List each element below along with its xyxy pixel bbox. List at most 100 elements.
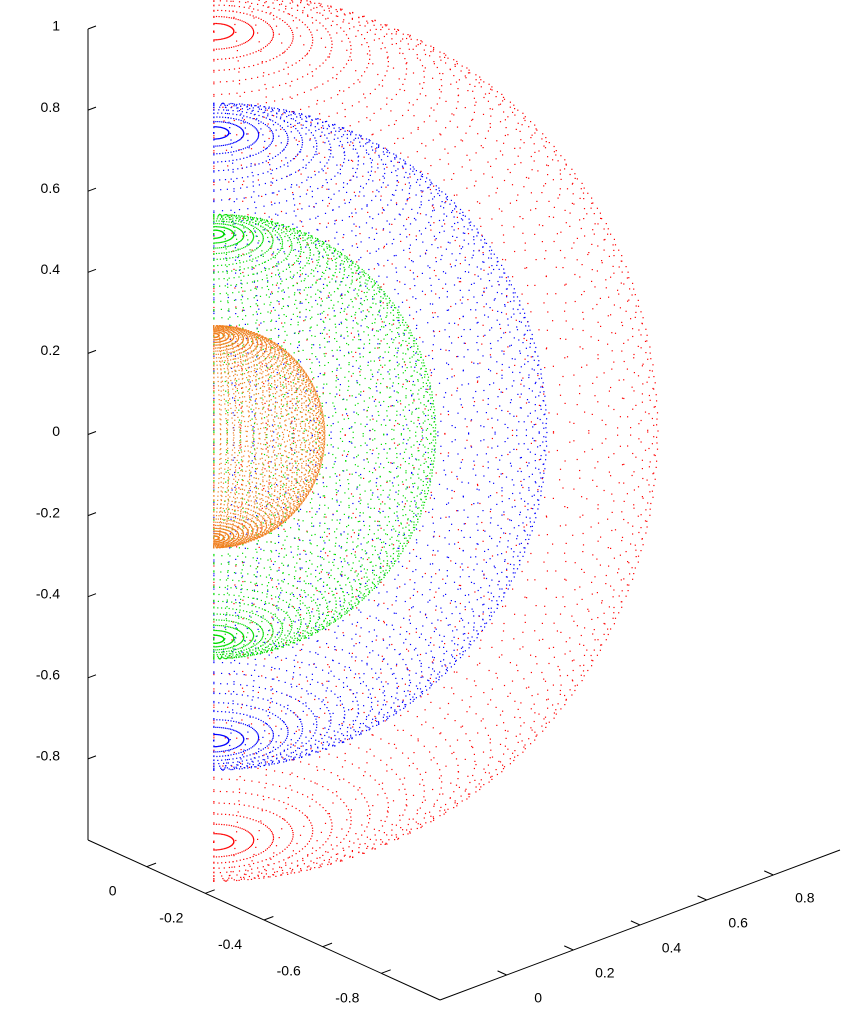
dot [330,24,332,27]
dot [292,118,294,120]
dot [649,346,651,348]
dot [367,656,369,658]
dot [651,490,653,492]
dot [222,38,224,40]
dot [294,204,296,206]
dot [347,809,350,811]
dot [213,867,215,869]
dot [369,438,371,440]
dot [451,425,453,427]
dot [613,238,615,240]
dot [280,128,282,130]
dot [307,796,309,798]
dot [273,107,275,109]
dot [242,253,244,255]
dot [371,848,373,850]
dot [257,174,259,176]
dot [321,186,323,188]
dot [552,179,554,181]
dot [350,48,352,50]
dot [282,113,284,115]
dot [608,565,610,567]
dot [237,826,239,828]
dot [378,84,380,86]
dot [608,405,610,407]
dot [319,864,321,866]
dot [246,105,248,107]
dot [547,311,549,313]
dot [483,692,485,694]
dot [235,45,237,47]
dot [403,249,405,251]
dot [235,18,237,20]
dot [297,700,299,702]
dot [451,471,453,473]
dot [231,765,233,767]
dot [359,787,361,789]
dot [423,796,425,798]
dot [325,59,327,61]
dot [358,847,360,849]
dot [349,125,351,127]
dot [439,133,441,135]
dot [520,383,522,385]
dot [406,799,408,801]
dot [392,544,395,546]
dot [241,828,243,830]
dot [417,740,419,742]
dot [397,181,400,183]
dot [429,811,431,813]
dot [541,241,543,243]
dot [405,63,407,65]
dot [362,175,364,177]
dot [335,375,338,377]
dot [292,276,294,278]
dot [368,822,370,824]
dot [359,145,362,147]
dot [381,212,383,214]
dot [592,382,594,384]
dot [401,165,404,167]
dot [407,198,409,200]
dot [397,161,399,163]
dot [429,267,431,269]
dot [371,227,373,229]
dot [336,845,338,847]
dot [315,130,317,132]
dot [287,489,289,491]
dot [435,573,437,575]
dot [216,153,218,155]
dot [352,856,354,858]
dot [260,50,262,52]
dot [243,91,246,93]
dot [346,413,348,415]
dot [605,583,607,585]
dot [269,153,271,155]
dot [315,299,317,302]
dot [276,0,278,1]
dot [556,413,558,415]
dot [572,328,574,330]
dot [298,331,300,333]
dot [379,688,381,690]
dot [350,132,352,134]
dot [361,208,363,210]
dot [225,847,227,849]
dot [597,401,599,403]
dot [409,173,411,175]
dot [244,121,247,123]
dot [400,827,402,829]
dot [257,9,259,11]
dot [221,145,223,147]
dot [583,290,585,293]
dot [459,245,461,247]
dot [509,345,511,347]
dot [473,239,475,241]
dot [311,258,313,260]
dot [383,620,385,622]
dot [213,831,215,833]
dot [227,152,229,154]
dot [346,191,348,193]
dot [237,125,239,127]
dot [530,727,532,729]
